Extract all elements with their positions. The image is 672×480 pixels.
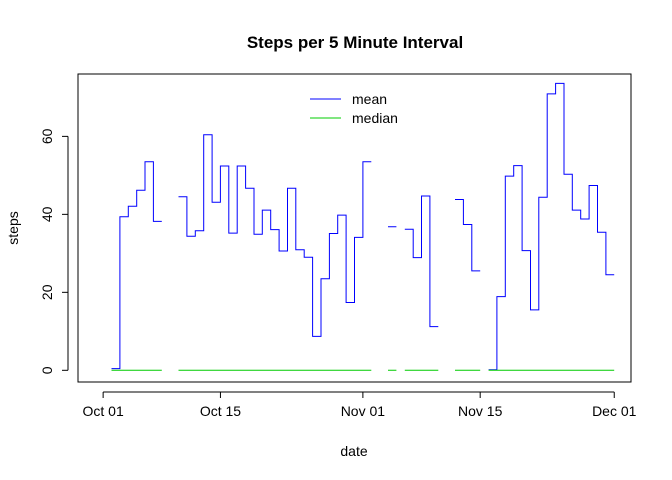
x-tick-label: Oct 15 bbox=[200, 403, 241, 419]
x-axis: Oct 01 Oct 15 Nov 01 Nov 15 Dec 01 bbox=[83, 391, 637, 419]
y-tick-label: 60 bbox=[39, 128, 55, 144]
legend: mean median bbox=[310, 91, 398, 126]
legend-label-mean: mean bbox=[352, 91, 387, 107]
series-line-mean bbox=[111, 82, 615, 371]
series-layer bbox=[111, 82, 615, 371]
x-tick-label: Nov 15 bbox=[458, 403, 503, 419]
x-axis-label: date bbox=[340, 443, 367, 459]
y-axis-label: steps bbox=[5, 211, 21, 244]
y-tick-label: 20 bbox=[39, 284, 55, 300]
x-tick-label: Oct 01 bbox=[83, 403, 124, 419]
legend-label-median: median bbox=[352, 110, 398, 126]
y-tick-label: 40 bbox=[39, 206, 55, 222]
x-tick-label: Nov 01 bbox=[341, 403, 386, 419]
plot-frame bbox=[77, 73, 632, 383]
y-tick-label: 0 bbox=[39, 366, 55, 374]
y-axis: 0 20 40 60 bbox=[39, 128, 69, 374]
chart-title: Steps per 5 Minute Interval bbox=[247, 33, 463, 52]
x-tick-label: Dec 01 bbox=[592, 403, 637, 419]
